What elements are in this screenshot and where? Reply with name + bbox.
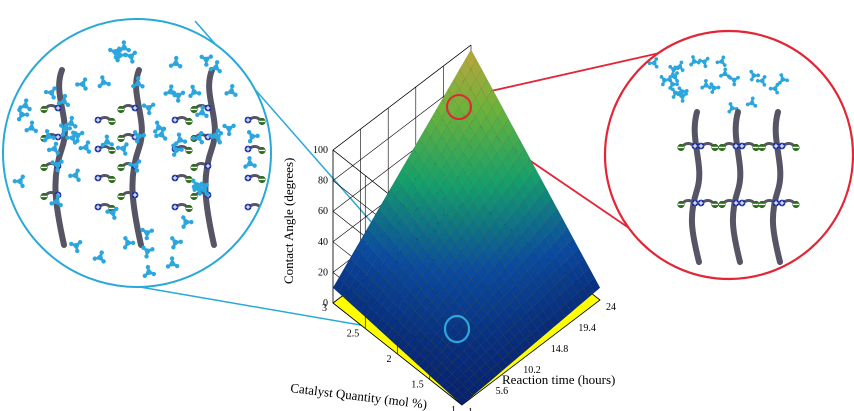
surface-cell xyxy=(531,328,543,342)
y-tick-label: 24 xyxy=(606,302,616,313)
x-tick-label: 1 xyxy=(451,405,456,411)
z-tick-label: 0 xyxy=(323,298,328,309)
surface-cell xyxy=(527,249,540,266)
plus-node-icon xyxy=(778,142,786,150)
right-connector-top xyxy=(468,46,687,97)
x-tick-label: 1.5 xyxy=(411,380,424,391)
low-region-highlight xyxy=(443,314,471,344)
plus-node-icon xyxy=(94,174,102,182)
plus-node-icon xyxy=(131,104,139,112)
z-tick-label: 40 xyxy=(318,237,328,248)
plus-node-icon xyxy=(244,174,252,182)
plus-node-icon xyxy=(732,142,740,150)
x-tick-label: 2 xyxy=(387,354,392,365)
plus-node-icon xyxy=(732,199,740,207)
response-surface xyxy=(332,49,601,406)
polymer-backbone xyxy=(769,109,784,265)
plus-node-icon xyxy=(772,142,780,150)
surface-cell xyxy=(572,263,584,279)
z-tick-label: 60 xyxy=(318,206,328,217)
plus-node-icon xyxy=(738,199,746,207)
surface-cell xyxy=(456,394,469,406)
y-tick-label: 10.2 xyxy=(523,365,541,376)
surface-cell xyxy=(445,384,458,396)
x-tick-label: 3 xyxy=(322,303,327,314)
surface-cell xyxy=(512,173,525,192)
polymer-backbone xyxy=(202,67,218,248)
polymer-backbone xyxy=(52,67,68,248)
surface-cell xyxy=(457,373,469,385)
surface-cell xyxy=(511,238,523,255)
x-axis-label: Catalyst Quantity (mol %) xyxy=(290,380,428,411)
axis-ticks: 0 20 40 60 80 100 1 1.5 2 2.5 3 1 5.6 10.2 14.8 19.4 24 xyxy=(313,145,616,411)
z-tick-label: 100 xyxy=(313,145,328,156)
plus-node-icon xyxy=(738,142,746,150)
surface-cell xyxy=(467,384,480,396)
hydrophilic-polymer-brush-icon xyxy=(11,39,268,283)
plus-node-icon xyxy=(54,104,62,112)
plus-node-icon xyxy=(697,142,705,150)
y-tick-label: 1 xyxy=(468,407,473,411)
plus-node-icon xyxy=(697,199,705,207)
y-tick-label: 5.6 xyxy=(496,386,509,397)
polymer-backbone xyxy=(729,109,744,265)
plus-node-icon xyxy=(171,174,179,182)
surface-plot: 02040608010011.522.5315.610.214.819.424 … xyxy=(281,44,616,411)
hydrophobic-polymer-brush-icon xyxy=(647,53,802,265)
surface-cell xyxy=(560,274,573,290)
surface-cell xyxy=(522,225,535,242)
polymer-backbone xyxy=(129,67,145,248)
z-tick-label: 20 xyxy=(318,267,328,278)
left-inset-hydrophilic xyxy=(2,18,272,288)
z-tick-label: 80 xyxy=(318,176,328,187)
plus-node-icon xyxy=(204,104,212,112)
plus-node-icon xyxy=(691,142,699,150)
high-region-highlight xyxy=(446,94,472,120)
plus-node-icon xyxy=(244,203,252,211)
y-axis-label: Reaction time (hours) xyxy=(502,372,615,387)
x-tick-label: 2.5 xyxy=(347,329,360,340)
plus-node-icon xyxy=(171,203,179,211)
y-tick-label: 14.8 xyxy=(551,344,569,355)
plus-node-icon xyxy=(244,145,252,153)
y-tick-label: 19.4 xyxy=(578,323,596,334)
plus-node-icon xyxy=(244,116,252,124)
plus-node-icon xyxy=(778,199,786,207)
z-axis-label: Contact Angle (degrees) xyxy=(281,158,296,284)
plus-node-icon xyxy=(171,116,179,124)
right-inset-hydrophobic xyxy=(603,29,854,281)
plus-node-icon xyxy=(94,203,102,211)
polymer-backbone xyxy=(688,109,703,265)
surface-cell xyxy=(542,318,555,332)
plus-node-icon xyxy=(94,145,102,153)
plus-node-icon xyxy=(691,199,699,207)
surface-cell xyxy=(532,273,545,289)
plus-node-icon xyxy=(94,116,102,124)
plus-node-icon xyxy=(131,191,139,199)
plus-node-icon xyxy=(204,162,212,170)
surface-cell xyxy=(510,268,523,284)
plus-node-icon xyxy=(772,199,780,207)
